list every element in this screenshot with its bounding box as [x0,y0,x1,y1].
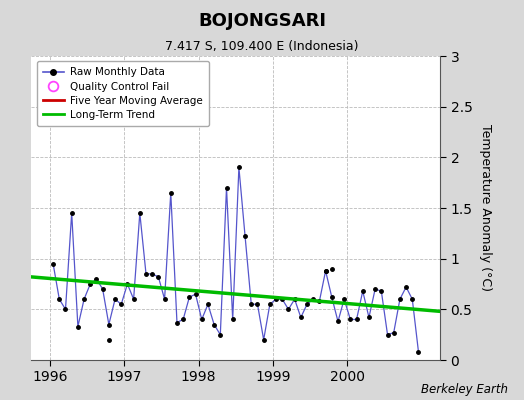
Text: 7.417 S, 109.400 E (Indonesia): 7.417 S, 109.400 E (Indonesia) [165,40,359,53]
Text: Berkeley Earth: Berkeley Earth [421,383,508,396]
Text: BOJONGSARI: BOJONGSARI [198,12,326,30]
Legend: Raw Monthly Data, Quality Control Fail, Five Year Moving Average, Long-Term Tren: Raw Monthly Data, Quality Control Fail, … [37,61,209,126]
Y-axis label: Temperature Anomaly (°C): Temperature Anomaly (°C) [479,124,492,292]
